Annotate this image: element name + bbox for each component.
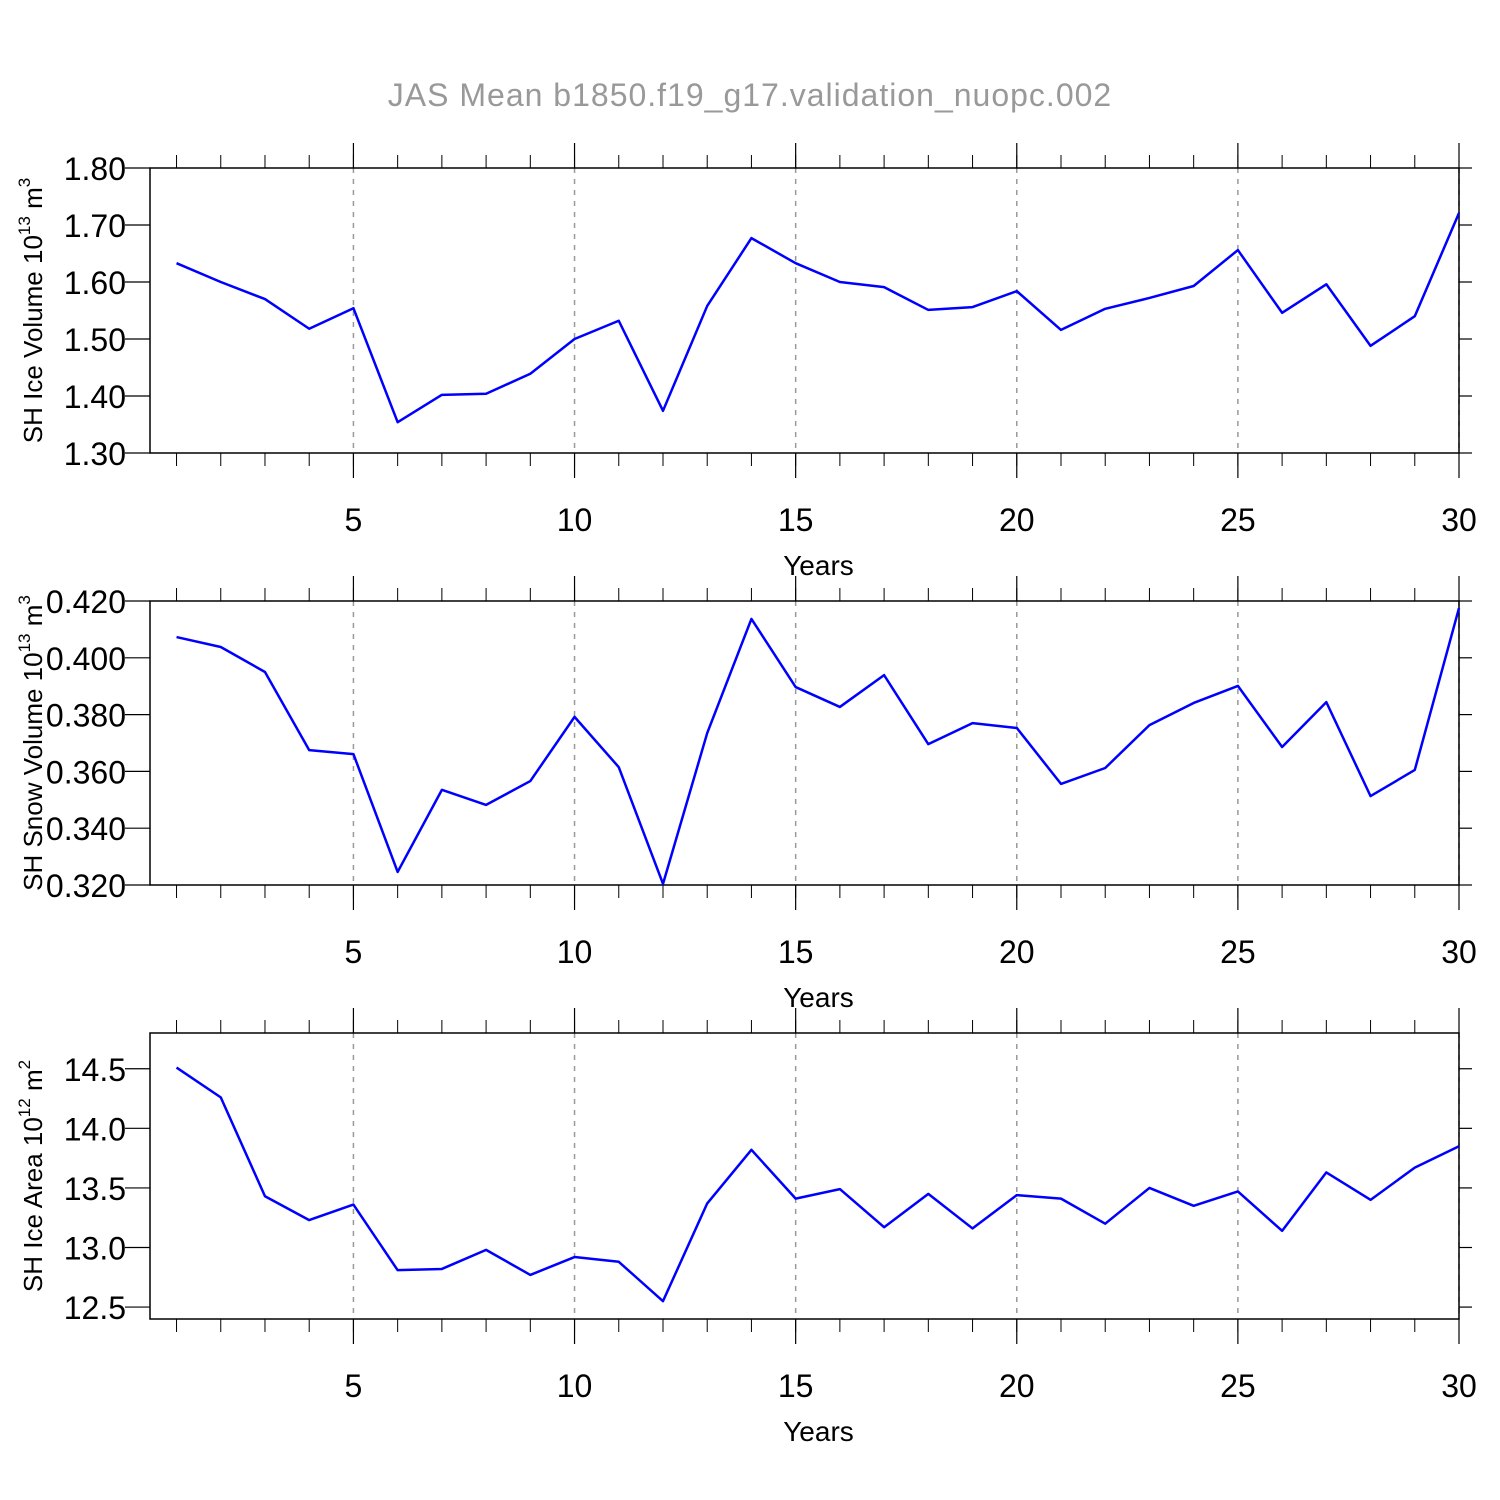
y-axis-label-part: SH Ice Area 10 [18,1117,48,1292]
data-line [175,1066,1460,1303]
y-axis-label-exponent: 3 [15,178,34,187]
y-axis-label-exponent: 2 [15,1060,34,1069]
y-axis-label: SH Snow Volume 1013 m3 [15,595,48,891]
x-tick-label: 30 [1441,934,1477,970]
x-tick-label: 5 [345,934,363,970]
y-axis-label-exponent: 13 [15,216,34,235]
x-axis-label: Years [783,550,854,581]
y-tick-label: 12.5 [64,1290,126,1326]
plot-frame [149,1032,1460,1320]
y-tick-label: 0.380 [46,698,126,734]
y-tick-label: 13.5 [64,1171,126,1207]
y-tick-label: 1.70 [64,208,126,244]
figure-title: JAS Mean b1850.f19_g17.validation_nuopc.… [388,77,1112,113]
x-tick-label: 15 [778,934,814,970]
y-tick-label: 0.360 [46,754,126,790]
x-tick-label: 30 [1441,1368,1477,1404]
x-tick-label: 25 [1220,502,1256,538]
y-tick-label: 13.0 [64,1231,126,1267]
x-tick-label: 25 [1220,934,1256,970]
y-axis-label-exponent: 12 [15,1098,34,1117]
y-tick-label: 0.340 [46,811,126,847]
y-tick-label: 14.5 [64,1052,126,1088]
x-tick-label: 30 [1441,502,1477,538]
y-tick-label: 1.40 [64,379,126,415]
y-tick-label: 1.80 [64,151,126,187]
y-axis-label: SH Ice Area 1012 m2 [15,1060,48,1292]
y-axis-label-part: SH Ice Volume 10 [18,235,48,443]
y-axis-label-part: SH Snow Volume 10 [18,652,48,890]
plot-frame [149,600,1460,886]
x-axis-label: Years [783,982,854,1013]
y-axis-label-exponent: 3 [15,595,34,604]
x-tick-label: 20 [999,1368,1035,1404]
x-tick-label: 20 [999,934,1035,970]
x-axis-label: Years [783,1416,854,1447]
y-axis-label-exponent: 13 [15,633,34,652]
x-tick-label: 20 [999,502,1035,538]
y-axis-label: SH Ice Volume 1013 m3 [15,178,48,443]
y-tick-label: 0.420 [46,584,126,620]
y-axis-label-part: m [18,1069,48,1098]
data-line [176,212,1461,424]
y-tick-label: 14.0 [64,1111,126,1147]
plot-frame [149,167,1460,454]
y-axis-label-part: m [18,605,48,634]
x-tick-label: 5 [345,1368,363,1404]
y-tick-label: 0.320 [46,868,126,904]
y-tick-label: 1.50 [64,322,126,358]
x-tick-label: 10 [557,502,593,538]
x-tick-label: 5 [345,502,363,538]
x-tick-label: 10 [557,1368,593,1404]
y-tick-label: 1.30 [64,436,126,472]
y-axis-label-part: m [18,187,48,216]
x-tick-label: 25 [1220,1368,1256,1404]
x-tick-label: 10 [557,934,593,970]
x-tick-label: 15 [778,1368,814,1404]
y-tick-label: 0.400 [46,641,126,677]
data-line [176,607,1461,886]
y-tick-label: 1.60 [64,265,126,301]
x-tick-label: 15 [778,502,814,538]
